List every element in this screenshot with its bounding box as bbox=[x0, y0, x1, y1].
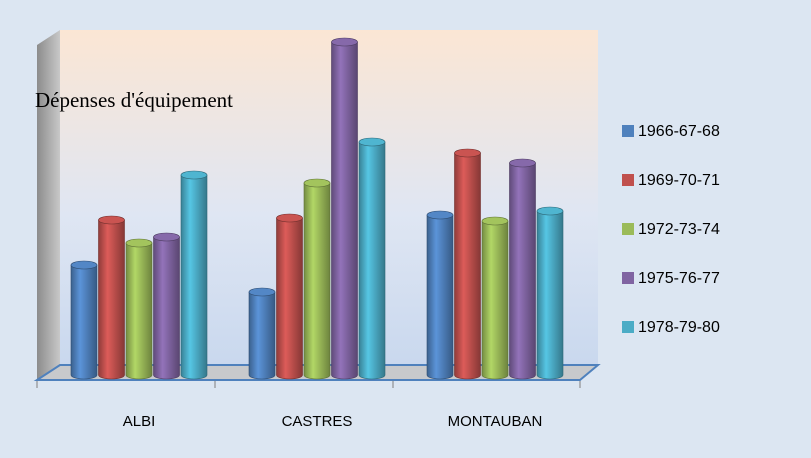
bar-cap bbox=[509, 158, 536, 168]
bar-cap bbox=[426, 210, 454, 220]
bar-cap bbox=[70, 260, 98, 270]
bar bbox=[454, 152, 481, 380]
legend-swatch bbox=[622, 321, 634, 333]
x-tick-label: MONTAUBAN bbox=[448, 413, 543, 430]
bar-cap bbox=[180, 170, 208, 180]
chart-title: Dépenses d'équipement bbox=[35, 88, 233, 112]
legend-label: 1978-79-80 bbox=[638, 319, 720, 336]
bar bbox=[70, 264, 98, 380]
bar-cap bbox=[98, 215, 125, 225]
bar bbox=[481, 220, 509, 380]
x-tick-label: CASTRES bbox=[282, 413, 353, 430]
side-wall bbox=[37, 30, 60, 380]
bar-cap bbox=[276, 213, 303, 223]
legend-label: 1966-67-68 bbox=[638, 123, 720, 140]
bar-cap bbox=[153, 232, 180, 242]
bar bbox=[303, 182, 331, 380]
bar-cap bbox=[454, 148, 481, 158]
legend-swatch bbox=[622, 174, 634, 186]
legend-label: 1972-73-74 bbox=[638, 221, 720, 238]
bar bbox=[536, 210, 564, 380]
x-tick-label: ALBI bbox=[123, 413, 156, 430]
bar-cap bbox=[536, 206, 564, 216]
bar bbox=[180, 174, 208, 380]
bar-cap bbox=[303, 178, 331, 188]
bar bbox=[153, 236, 180, 380]
legend-label: 1975-76-77 bbox=[638, 270, 720, 287]
bar-cap bbox=[125, 238, 153, 248]
bar bbox=[125, 242, 153, 380]
legend-swatch bbox=[622, 272, 634, 284]
axis-ticks bbox=[36, 381, 581, 388]
legend-swatch bbox=[622, 125, 634, 137]
bar bbox=[248, 291, 276, 380]
bar bbox=[509, 162, 536, 380]
legend-label: 1969-70-71 bbox=[638, 172, 720, 189]
bar-cap bbox=[358, 137, 386, 147]
bar bbox=[98, 219, 125, 380]
bar-cap bbox=[481, 216, 509, 226]
bar bbox=[426, 214, 454, 380]
bar bbox=[331, 41, 358, 380]
bar-cap bbox=[331, 37, 358, 47]
bar-cap bbox=[248, 287, 276, 297]
bar bbox=[276, 217, 303, 380]
legend-swatch bbox=[622, 223, 634, 235]
bar bbox=[358, 141, 386, 380]
